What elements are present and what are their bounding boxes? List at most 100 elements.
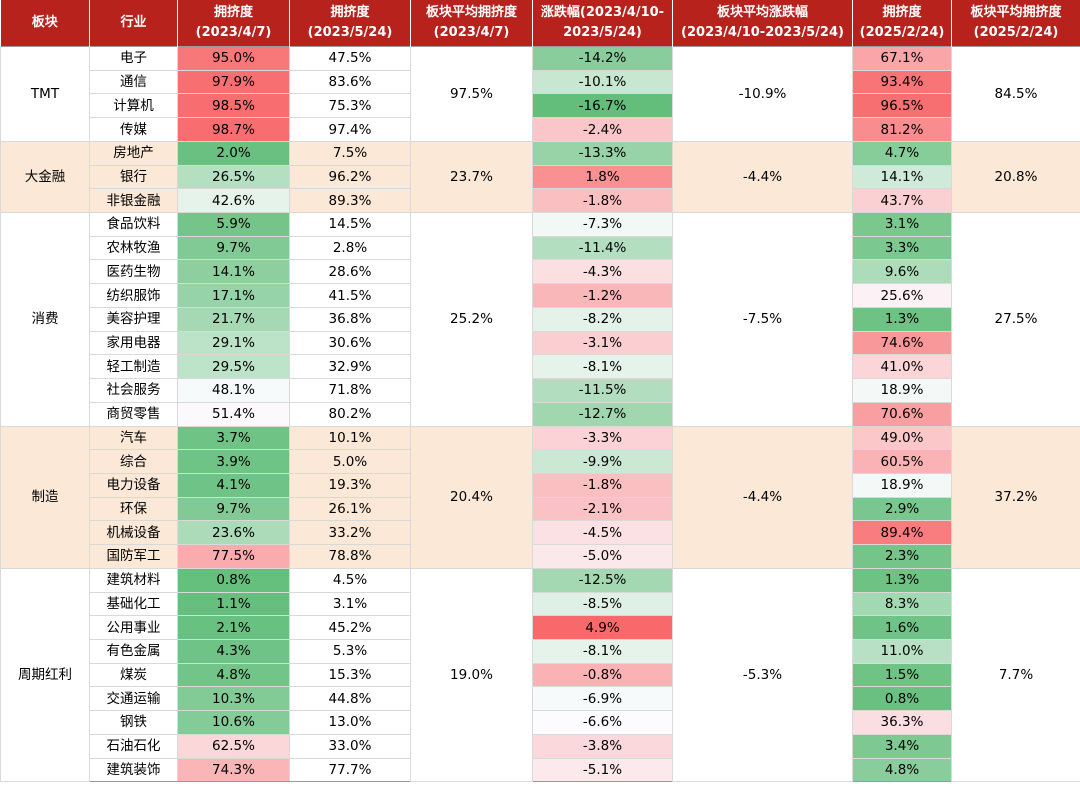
crowding-2025-02-24-cell: 1.3% bbox=[852, 567, 952, 593]
crowding-2023-04-07-cell: 98.5% bbox=[177, 93, 290, 119]
crowding-2023-05-24-cell: 32.9% bbox=[289, 354, 411, 380]
crowding-2025-02-24-cell: 11.0% bbox=[852, 638, 952, 664]
crowding-2023-05-24-cell: 78.8% bbox=[289, 544, 411, 569]
crowding-2023-04-07-cell: 9.7% bbox=[177, 235, 290, 261]
crowding-2023-04-07-cell: 9.7% bbox=[177, 496, 290, 522]
change-cell: -1.8% bbox=[532, 188, 673, 214]
industry-cell: 农林牧渔 bbox=[89, 235, 178, 261]
change-cell: -1.2% bbox=[532, 283, 673, 308]
crowding-2025-02-24-cell: 3.3% bbox=[852, 235, 952, 261]
crowding-2023-04-07-cell: 2.0% bbox=[177, 140, 290, 166]
crowding-2025-02-24-cell: 60.5% bbox=[852, 449, 952, 474]
change-cell: -14.2% bbox=[532, 46, 673, 71]
avg-crowding-2023-04-07-cell: 19.0% bbox=[410, 567, 533, 783]
crowding-2023-04-07-cell: 74.3% bbox=[177, 757, 290, 783]
industry-cell: 国防军工 bbox=[89, 544, 178, 569]
table-row: 商贸零售 51.4% 80.2% -12.7% 70.6% bbox=[1, 401, 1080, 427]
change-cell: -10.1% bbox=[532, 69, 673, 95]
change-cell: 1.8% bbox=[532, 164, 673, 190]
crowding-2025-02-24-cell: 8.3% bbox=[852, 591, 952, 617]
industry-cell: 商贸零售 bbox=[89, 401, 178, 427]
change-cell: -5.0% bbox=[532, 544, 673, 569]
crowding-2023-05-24-cell: 77.7% bbox=[289, 757, 411, 783]
table-row: 机械设备 23.6% 33.2% -4.5% 89.4% bbox=[1, 520, 1080, 546]
crowding-2023-05-24-cell: 2.8% bbox=[289, 235, 411, 261]
change-cell: -3.3% bbox=[532, 425, 673, 451]
crowding-2023-05-24-cell: 96.2% bbox=[289, 164, 411, 190]
table-row: 电力设备 4.1% 19.3% -1.8% 18.9% bbox=[1, 472, 1080, 498]
table-row: 银行 26.5% 96.2% 1.8% 14.1% bbox=[1, 164, 1080, 190]
crowding-2023-05-24-cell: 36.8% bbox=[289, 306, 411, 332]
industry-cell: 非银金融 bbox=[89, 188, 178, 214]
crowding-2023-04-07-cell: 29.1% bbox=[177, 330, 290, 356]
crowding-2025-02-24-cell: 18.9% bbox=[852, 472, 952, 498]
crowding-2023-04-07-cell: 95.0% bbox=[177, 46, 290, 71]
crowding-2023-05-24-cell: 44.8% bbox=[289, 686, 411, 712]
crowding-2025-02-24-cell: 96.5% bbox=[852, 93, 952, 119]
change-cell: -3.1% bbox=[532, 330, 673, 356]
crowding-2023-05-24-cell: 41.5% bbox=[289, 283, 411, 308]
crowding-2023-04-07-cell: 26.5% bbox=[177, 164, 290, 190]
industry-cell: 交通运输 bbox=[89, 686, 178, 712]
crowding-2023-04-07-cell: 10.6% bbox=[177, 710, 290, 735]
industry-cell: 有色金属 bbox=[89, 638, 178, 664]
crowding-2025-02-24-cell: 18.9% bbox=[852, 378, 952, 403]
change-cell: -1.8% bbox=[532, 472, 673, 498]
table-row: 通信 97.9% 83.6% -10.1% 93.4% bbox=[1, 69, 1080, 95]
industry-cell: 石油石化 bbox=[89, 733, 178, 759]
avg-crowding-2023-04-07-cell: 23.7% bbox=[410, 140, 533, 214]
crowding-2023-05-24-cell: 71.8% bbox=[289, 378, 411, 403]
crowding-2023-04-07-cell: 77.5% bbox=[177, 544, 290, 569]
crowding-2023-05-24-cell: 15.3% bbox=[289, 662, 411, 688]
crowding-2025-02-24-cell: 49.0% bbox=[852, 425, 952, 451]
industry-cell: 轻工制造 bbox=[89, 354, 178, 380]
crowding-2025-02-24-cell: 43.7% bbox=[852, 188, 952, 214]
industry-cell: 公用事业 bbox=[89, 615, 178, 640]
table-row: 有色金属 4.3% 5.3% -8.1% 11.0% bbox=[1, 638, 1080, 664]
table-row: 医药生物 14.1% 28.6% -4.3% 9.6% bbox=[1, 259, 1080, 285]
table-row: 传媒 98.7% 97.4% -2.4% 81.2% bbox=[1, 117, 1080, 142]
industry-cell: 家用电器 bbox=[89, 330, 178, 356]
crowding-2025-02-24-cell: 2.9% bbox=[852, 496, 952, 522]
industry-cell: 医药生物 bbox=[89, 259, 178, 285]
change-cell: -6.9% bbox=[532, 686, 673, 712]
industry-cell: 建筑装饰 bbox=[89, 757, 178, 783]
crowding-2023-04-07-cell: 23.6% bbox=[177, 520, 290, 546]
avg-crowding-2023-04-07-cell: 20.4% bbox=[410, 425, 533, 569]
avg-crowding-2025-02-24-cell: 84.5% bbox=[951, 46, 1080, 142]
crowding-2023-04-07-cell: 97.9% bbox=[177, 69, 290, 95]
table-body: TMT 电子 95.0% 47.5% 97.5% -14.2% -10.9% 67.1% 84.… bbox=[0, 46, 1080, 783]
crowding-2023-04-07-cell: 4.3% bbox=[177, 638, 290, 664]
change-cell: -4.3% bbox=[532, 259, 673, 285]
crowding-2025-02-24-cell: 1.3% bbox=[852, 306, 952, 332]
change-cell: -2.4% bbox=[532, 117, 673, 142]
table-row: 社会服务 48.1% 71.8% -11.5% 18.9% bbox=[1, 378, 1080, 403]
change-cell: -3.8% bbox=[532, 733, 673, 759]
avg-change-cell: -4.4% bbox=[672, 140, 853, 214]
industry-cell: 社会服务 bbox=[89, 378, 178, 403]
header-industry: 行业 bbox=[89, 0, 178, 47]
industry-cell: 计算机 bbox=[89, 93, 178, 119]
table-row: TMT 电子 95.0% 47.5% 97.5% -14.2% -10.9% 67.1% 84.… bbox=[0, 46, 1080, 142]
table-row: 建筑装饰 74.3% 77.7% -5.1% 4.8% bbox=[1, 757, 1080, 783]
crowding-2023-04-07-cell: 21.7% bbox=[177, 306, 290, 332]
crowding-2023-04-07-cell: 3.9% bbox=[177, 449, 290, 474]
industry-cell: 基础化工 bbox=[89, 591, 178, 617]
crowding-2023-05-24-cell: 7.5% bbox=[289, 140, 411, 166]
avg-crowding-2025-02-24-cell: 37.2% bbox=[951, 425, 1080, 569]
crowding-2023-04-07-cell: 51.4% bbox=[177, 401, 290, 427]
header-change: 涨跌幅(2023/4/10- 2023/5/24) bbox=[532, 0, 673, 47]
crowding-2023-05-24-cell: 89.3% bbox=[289, 188, 411, 214]
crowding-2023-05-24-cell: 33.2% bbox=[289, 520, 411, 546]
table-row: 计算机 98.5% 75.3% -16.7% 96.5% bbox=[1, 93, 1080, 119]
crowding-2025-02-24-cell: 3.1% bbox=[852, 212, 952, 237]
crowding-2023-04-07-cell: 62.5% bbox=[177, 733, 290, 759]
header-avg-crowding-2023-04-07: 板块平均拥挤度 (2023/4/7) bbox=[410, 0, 533, 47]
crowding-2025-02-24-cell: 9.6% bbox=[852, 259, 952, 285]
sector-cell: TMT bbox=[0, 46, 90, 142]
crowding-2025-02-24-cell: 74.6% bbox=[852, 330, 952, 356]
crowding-2025-02-24-cell: 41.0% bbox=[852, 354, 952, 380]
industry-cell: 食品饮料 bbox=[89, 212, 178, 237]
crowding-2025-02-24-cell: 2.3% bbox=[852, 544, 952, 569]
sector-cell: 消费 bbox=[0, 212, 90, 427]
